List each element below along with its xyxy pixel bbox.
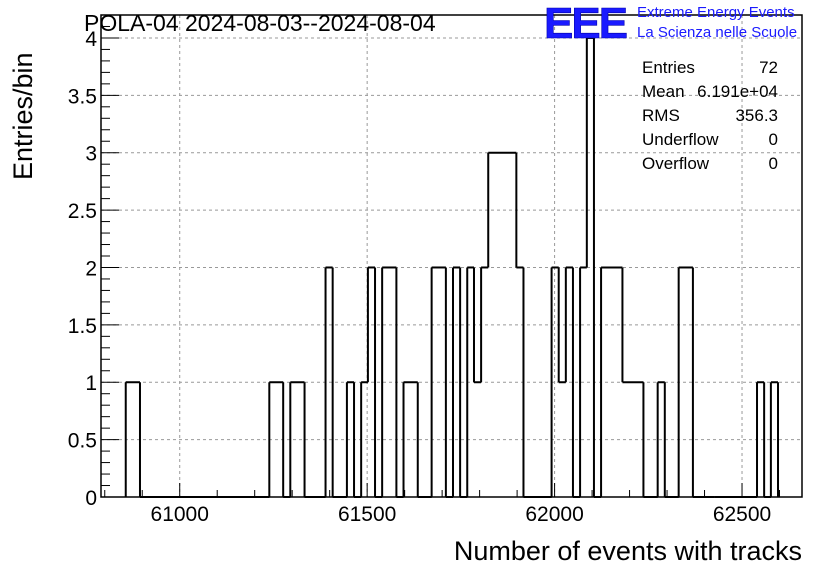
stat-row-underflow: Underflow 0 [640, 130, 780, 154]
stat-label: Underflow [642, 130, 719, 149]
stat-label: Mean [642, 82, 685, 101]
stat-value: 356.3 [735, 106, 778, 125]
stat-label: RMS [642, 106, 680, 125]
x-tick-label: 61000 [151, 503, 209, 526]
y-tick-label: 4 [85, 28, 97, 51]
logo-line-1: Extreme Energy Events [637, 4, 795, 21]
logo-line-2: La Scienza nelle Scuole [637, 24, 798, 41]
eee-logo: EEE [544, 2, 629, 42]
x-tick-label: 62500 [713, 503, 771, 526]
x-tick-label: 61500 [338, 503, 396, 526]
stat-label: Entries [642, 58, 695, 77]
y-tick-label: 2 [85, 257, 97, 280]
stat-value: 6.191e+04 [697, 82, 778, 101]
stat-row-rms: RMS 356.3 [640, 106, 780, 130]
x-tick-label: 62000 [525, 503, 583, 526]
y-axis-label: Entries/bin [8, 52, 38, 180]
y-tick-label: 3.5 [68, 85, 97, 108]
stat-row-mean: Mean 6.191e+04 [640, 82, 780, 106]
stat-row-overflow: Overflow 0 [640, 154, 780, 178]
stat-label: Overflow [642, 154, 710, 173]
y-tick-label: 1.5 [68, 315, 97, 338]
y-tick-label: 3 [85, 143, 97, 166]
y-tick-label: 2.5 [68, 200, 97, 223]
stat-value: 0 [768, 154, 778, 173]
stat-value: 72 [759, 58, 778, 77]
stats-box: Entries 72 Mean 6.191e+04 RMS 356.3 Unde… [640, 58, 780, 178]
y-tick-label: 1 [85, 372, 97, 395]
y-tick-label: 0.5 [68, 430, 97, 453]
eee-logo-mark: EEE [544, 2, 627, 42]
y-tick-label: 0 [85, 487, 97, 510]
chart-title: POLA-04 2024-08-03--2024-08-04 [84, 10, 436, 36]
x-axis-label: Number of events with tracks [453, 536, 802, 566]
y-axis-label-wrap: Entries/bin [8, 52, 38, 190]
stat-value: 0 [768, 130, 778, 149]
stat-row-entries: Entries 72 [640, 58, 780, 82]
